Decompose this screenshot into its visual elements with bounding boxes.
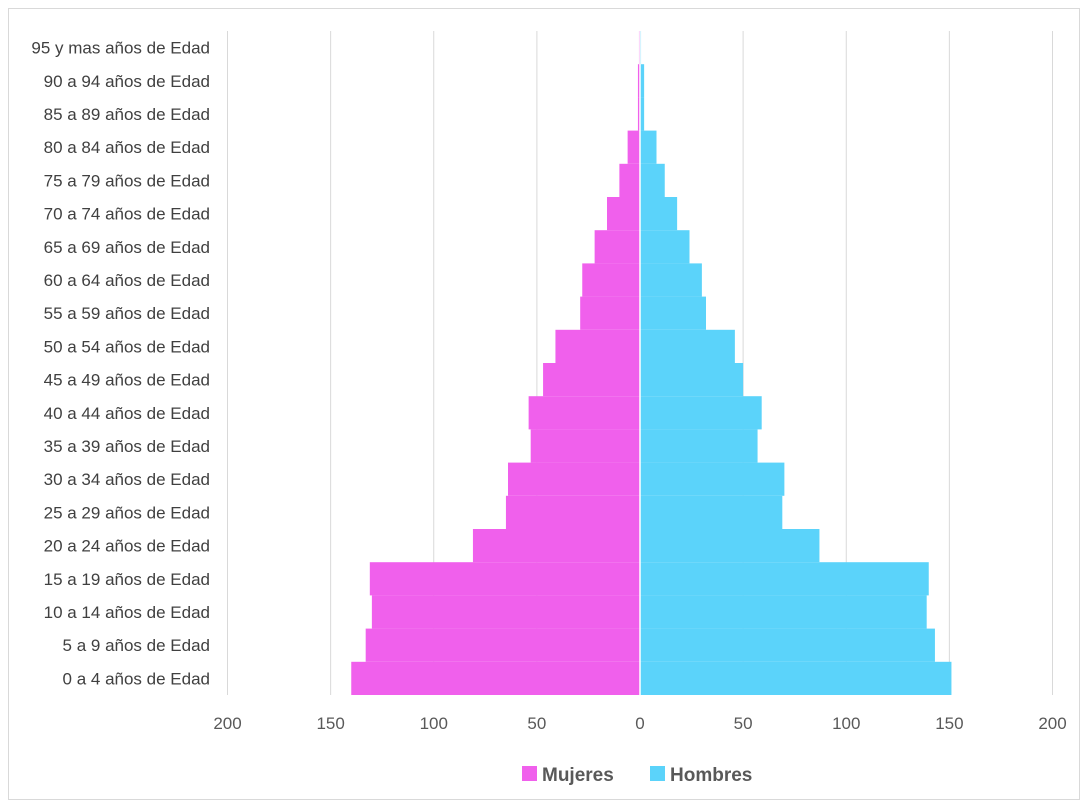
bar-hombres — [640, 529, 820, 563]
bar-mujeres — [607, 197, 640, 231]
category-label: 35 a 39 años de Edad — [44, 437, 210, 456]
bar-hombres — [640, 263, 702, 297]
bar-hombres — [640, 462, 785, 496]
bar-hombres — [640, 429, 758, 463]
bar-hombres — [640, 230, 690, 264]
bar-mujeres — [619, 163, 640, 197]
bar-hombres — [640, 197, 678, 231]
bar-mujeres — [508, 462, 640, 496]
bar-mujeres — [505, 495, 640, 529]
legend-hombres-swatch — [650, 766, 665, 781]
legend: Mujeres Hombres — [522, 765, 752, 786]
category-label: 0 a 4 años de Edad — [63, 669, 210, 688]
legend-mujeres-label: Mujeres — [542, 765, 614, 786]
bar-hombres — [640, 396, 762, 430]
category-label: 70 a 74 años de Edad — [44, 205, 210, 224]
category-label: 50 a 54 años de Edad — [44, 337, 210, 356]
category-label: 95 y mas años de Edad — [31, 39, 210, 58]
bar-hombres — [640, 64, 645, 98]
legend-hombres-label: Hombres — [670, 765, 752, 786]
category-label: 80 a 84 años de Edad — [44, 138, 210, 157]
category-label: 25 a 29 años de Edad — [44, 503, 210, 522]
category-label: 45 a 49 años de Edad — [44, 371, 210, 390]
bar-mujeres — [528, 396, 640, 430]
category-label: 5 a 9 años de Edad — [63, 636, 210, 655]
x-tick-label: 50 — [734, 714, 753, 733]
category-label: 65 a 69 años de Edad — [44, 238, 210, 257]
x-tick-label: 50 — [527, 714, 546, 733]
bar-hombres — [640, 363, 744, 397]
bar-mujeres — [543, 363, 640, 397]
bar-hombres — [640, 595, 927, 629]
x-tick-label: 100 — [832, 714, 860, 733]
bar-mujeres — [580, 296, 640, 330]
x-tick-label: 150 — [935, 714, 963, 733]
x-tick-label: 100 — [420, 714, 448, 733]
bar-hombres — [640, 97, 645, 131]
bar-hombres — [640, 495, 783, 529]
x-tick-label: 0 — [635, 714, 644, 733]
category-label: 15 a 19 años de Edad — [44, 570, 210, 589]
category-label: 30 a 34 años de Edad — [44, 470, 210, 489]
category-label: 40 a 44 años de Edad — [44, 404, 210, 423]
bar-hombres — [640, 130, 657, 164]
category-label: 60 a 64 años de Edad — [44, 271, 210, 290]
bar-mujeres — [371, 595, 640, 629]
bar-mujeres — [594, 230, 640, 264]
bar-hombres — [640, 628, 935, 662]
bar-hombres — [640, 562, 929, 596]
x-tick-label: 200 — [213, 714, 241, 733]
bar-mujeres — [351, 661, 640, 695]
bar-mujeres — [472, 529, 640, 563]
bar-mujeres — [555, 329, 640, 363]
bar-mujeres — [627, 130, 640, 164]
bar-hombres — [640, 296, 706, 330]
category-label: 85 a 89 años de Edad — [44, 105, 210, 124]
category-label: 10 a 14 años de Edad — [44, 603, 210, 622]
bar-hombres — [640, 329, 735, 363]
category-label: 90 a 94 años de Edad — [44, 72, 210, 91]
x-tick-labels: 200 150 100 50 0 50 100 150 200 — [213, 714, 1066, 733]
bar-mujeres — [369, 562, 640, 596]
category-label: 20 a 24 años de Edad — [44, 537, 210, 556]
bar-mujeres — [530, 429, 640, 463]
x-tick-label: 150 — [316, 714, 344, 733]
x-tick-label: 200 — [1038, 714, 1066, 733]
category-labels: 0 a 4 años de Edad 5 a 9 años de Edad 10 a… — [31, 39, 210, 689]
bar-hombres — [640, 661, 952, 695]
category-label: 75 a 79 años de Edad — [44, 171, 210, 190]
legend-mujeres-swatch — [522, 766, 537, 781]
bar-mujeres — [365, 628, 640, 662]
bar-mujeres — [637, 64, 640, 98]
bar-mujeres — [582, 263, 640, 297]
bar-hombres — [640, 163, 665, 197]
category-label: 55 a 59 años de Edad — [44, 304, 210, 323]
bar-mujeres — [637, 97, 640, 131]
bars — [351, 31, 952, 695]
